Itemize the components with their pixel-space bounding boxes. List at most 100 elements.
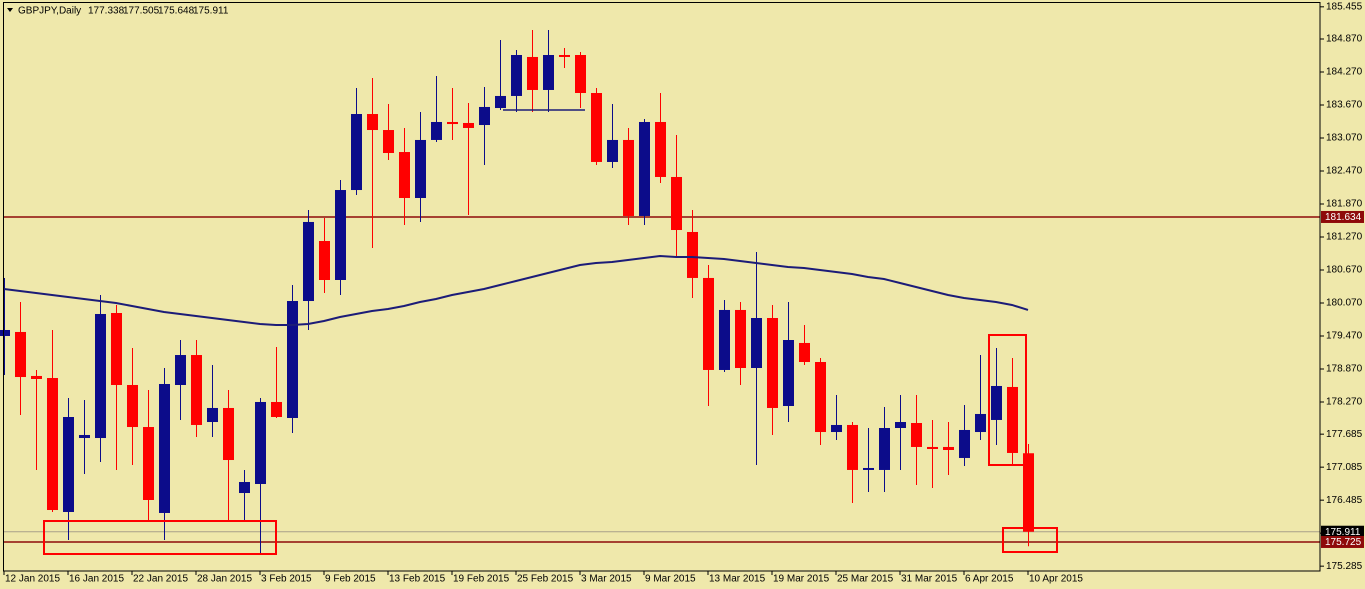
candle-body [191, 355, 202, 425]
candle-body [175, 355, 186, 385]
x-tick-label: 31 Mar 2015 [901, 574, 958, 585]
candle-body [591, 93, 602, 162]
y-tick-label: 184.270 [1326, 67, 1363, 78]
candle-body [143, 427, 154, 500]
candle-body [815, 362, 826, 433]
candle-body [735, 309, 746, 368]
candle-body [1023, 453, 1034, 532]
candle-body [111, 312, 122, 385]
x-tick-label: 16 Jan 2015 [69, 574, 124, 585]
candle-body [79, 434, 90, 439]
level-label-box [1321, 210, 1364, 223]
candle-body [879, 428, 890, 470]
candle-body [639, 121, 650, 216]
candle-body [47, 378, 58, 511]
x-tick-label: 22 Jan 2015 [133, 574, 188, 585]
y-tick-label: 181.870 [1326, 199, 1363, 210]
candle-body [527, 56, 538, 90]
candle-body [431, 121, 442, 140]
y-tick-label: 177.085 [1326, 462, 1363, 473]
candle-body [463, 122, 474, 128]
candle-body [287, 301, 298, 418]
candle-body [207, 407, 218, 423]
chart-title: GBPJPY,Daily [18, 6, 81, 17]
candle-body [0, 329, 10, 336]
candle-body [927, 446, 938, 450]
highlight-box [1002, 527, 1058, 553]
candle-body [447, 121, 458, 125]
candle-body [559, 54, 570, 57]
x-tick-label: 9 Mar 2015 [645, 574, 696, 585]
candle-body [63, 417, 74, 512]
candle-body [895, 422, 906, 429]
x-tick-label: 19 Mar 2015 [773, 574, 830, 585]
candle-body [783, 340, 794, 407]
y-tick-label: 177.685 [1326, 429, 1363, 440]
candle-body [367, 114, 378, 131]
y-tick-label: 178.870 [1326, 364, 1363, 375]
header-close: 175.911 [193, 6, 229, 17]
x-tick-label: 13 Mar 2015 [709, 574, 766, 585]
header-high: 177.505 [123, 6, 160, 17]
candle-body [159, 384, 170, 513]
candle-body [1007, 386, 1018, 453]
x-tick-label: 3 Feb 2015 [261, 574, 312, 585]
y-tick-label: 181.270 [1326, 232, 1363, 243]
candle-body [975, 413, 986, 433]
x-tick-label: 9 Feb 2015 [325, 574, 376, 585]
x-tick-label: 28 Jan 2015 [197, 574, 252, 585]
x-tick-label: 19 Feb 2015 [453, 574, 510, 585]
candle-body [911, 422, 922, 447]
level-label: 175.725 [1325, 537, 1362, 548]
candle-body [767, 318, 778, 408]
candle-body [415, 139, 426, 198]
candle-body [831, 424, 842, 433]
last-price-label-box [1321, 525, 1364, 538]
x-tick-label: 3 Mar 2015 [581, 574, 632, 585]
y-tick-label: 180.670 [1326, 265, 1363, 276]
candle-body [15, 331, 26, 378]
moving-average-line [3, 255, 1029, 326]
candle-body [671, 176, 682, 231]
header-open: 177.338 [88, 6, 125, 17]
x-tick-label: 25 Mar 2015 [837, 574, 894, 585]
y-tick-label: 183.670 [1326, 100, 1363, 111]
candle-body [399, 152, 410, 198]
candle-body [495, 95, 506, 109]
candle-body [95, 313, 106, 439]
plot-area [0, 29, 1320, 555]
candle-body [703, 277, 714, 370]
candle-body [991, 385, 1002, 420]
candle-body [655, 121, 666, 177]
y-tick-label: 179.470 [1326, 331, 1363, 342]
candle-body [575, 54, 586, 94]
candle-body [351, 114, 362, 191]
x-tick-label: 6 Apr 2015 [965, 574, 1014, 585]
menu-arrow [7, 8, 13, 12]
y-tick-label: 178.270 [1326, 397, 1363, 408]
candle-body [863, 467, 874, 470]
candle-body [719, 309, 730, 370]
candle-body [303, 221, 314, 302]
candle-body [799, 342, 810, 363]
candle-body [623, 139, 634, 216]
candle-body [271, 401, 282, 418]
y-tick-label: 180.070 [1326, 298, 1363, 309]
candle-body [127, 384, 138, 428]
highlight-box [43, 520, 277, 555]
candle-body [239, 482, 250, 494]
candle-body [223, 407, 234, 461]
candle-body [543, 54, 554, 90]
level-label: 181.634 [1325, 212, 1362, 223]
candle-body [687, 231, 698, 278]
candle-body [255, 401, 266, 484]
candle-body [31, 375, 42, 379]
candle-body [335, 190, 346, 281]
y-tick-label: 185.455 [1326, 1, 1363, 12]
last-price-label: 175.911 [1325, 527, 1361, 538]
x-tick-label: 12 Jan 2015 [5, 574, 60, 585]
candle-body [751, 318, 762, 368]
